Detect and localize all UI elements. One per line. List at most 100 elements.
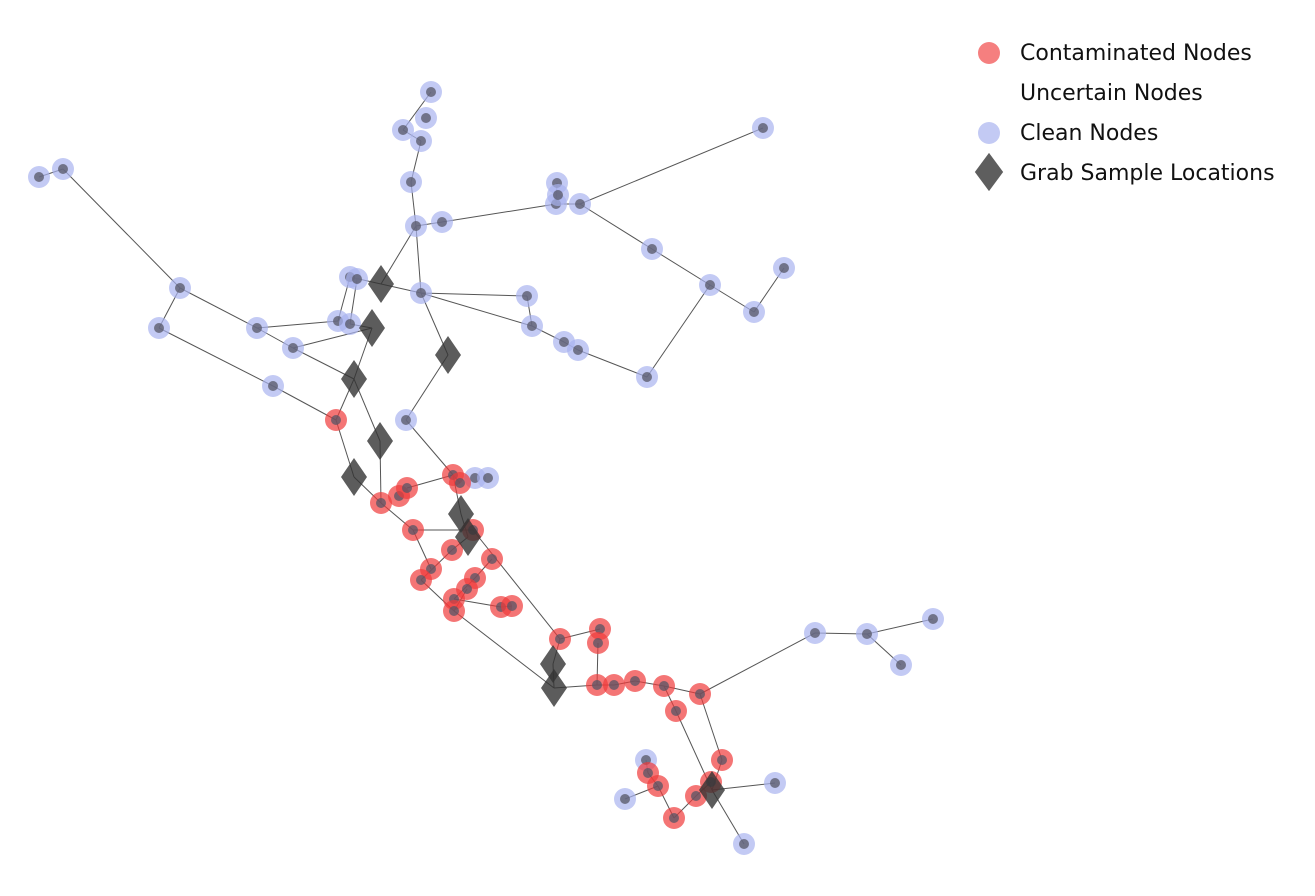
pipe-edge	[646, 284, 711, 378]
clean-node	[282, 337, 304, 359]
legend-item-clean: Clean Nodes	[972, 113, 1275, 153]
clean-node	[922, 608, 944, 630]
legend-label-contaminated: Contaminated Nodes	[1020, 40, 1252, 66]
contaminated-node	[481, 548, 503, 570]
pipe-edge	[441, 203, 557, 223]
pipe-edge	[256, 320, 339, 329]
grab-sample-diamond	[359, 309, 385, 347]
grab-sample-diamond	[541, 669, 567, 707]
contaminated-node	[370, 492, 392, 514]
contaminated-node	[603, 674, 625, 696]
clean-node	[395, 409, 417, 431]
contaminated-node	[586, 674, 608, 696]
clean-node	[641, 238, 663, 260]
diamond-marker-icon	[974, 152, 1004, 192]
contaminated-node	[689, 683, 711, 705]
pipe-edge	[272, 385, 337, 421]
contaminated-node	[443, 600, 465, 622]
clean-node	[52, 158, 74, 180]
pipe-edge	[866, 618, 934, 635]
grab-sample-diamond	[341, 360, 367, 398]
clean-marker-icon	[978, 122, 1000, 144]
contaminated-node	[624, 670, 646, 692]
clean-node	[28, 166, 50, 188]
pipe-edge	[472, 529, 561, 640]
pipe-edge	[577, 349, 648, 378]
clean-node	[246, 317, 268, 339]
legend-label-uncertain: Uncertain Nodes	[1020, 80, 1203, 106]
clean-node	[477, 467, 499, 489]
pipe-edge	[699, 632, 816, 695]
grab-sample-diamond	[435, 336, 461, 374]
pipe-edge	[179, 287, 258, 329]
pipe-edge	[292, 327, 373, 349]
pipe-edge	[415, 225, 422, 294]
clean-node	[415, 107, 437, 129]
contaminated-node	[549, 628, 571, 650]
contaminated-node	[449, 472, 471, 494]
grab-samples	[341, 265, 725, 809]
clean-node	[431, 211, 453, 233]
legend-label-clean: Clean Nodes	[1020, 120, 1159, 146]
clean-node	[804, 622, 826, 644]
clean-node	[148, 317, 170, 339]
pipe-edge	[579, 127, 764, 205]
clean-node	[856, 623, 878, 645]
contaminated-node	[402, 519, 424, 541]
clean-node	[743, 301, 765, 323]
clean-node	[262, 375, 284, 397]
pipe-edge	[420, 292, 528, 297]
legend: Contaminated Nodes Uncertain Nodes Clean…	[972, 33, 1275, 193]
contaminated-node	[396, 477, 418, 499]
clean-node	[547, 184, 569, 206]
clean-node	[773, 257, 795, 279]
contaminated-node	[325, 409, 347, 431]
grab-sample-diamond	[367, 422, 393, 460]
clean-node	[733, 833, 755, 855]
contaminated-node	[441, 539, 463, 561]
clean-node	[400, 171, 422, 193]
clean-node	[516, 285, 538, 307]
contaminated-node	[501, 595, 523, 617]
pipe-edge	[158, 327, 274, 387]
contaminated-node	[410, 569, 432, 591]
grab-sample-diamond	[540, 645, 566, 683]
pipe-edge	[699, 693, 723, 761]
clean-node	[764, 772, 786, 794]
clean-node	[410, 130, 432, 152]
legend-label-grab-sample: Grab Sample Locations	[1020, 160, 1275, 186]
clean-node	[392, 119, 414, 141]
clean-node	[890, 654, 912, 676]
clean-node	[521, 315, 543, 337]
clean-node	[169, 277, 191, 299]
contaminated-node	[653, 675, 675, 697]
contaminated-node	[663, 807, 685, 829]
pipe-edge	[579, 203, 653, 250]
clean-node	[405, 215, 427, 237]
clean-node	[420, 81, 442, 103]
grab-sample-diamond	[699, 771, 725, 809]
clean-node	[752, 117, 774, 139]
grab-sample-diamond	[455, 518, 481, 556]
pipe-edge	[62, 168, 181, 289]
clean-node	[410, 282, 432, 304]
clean-node	[614, 788, 636, 810]
contaminated-node	[456, 578, 478, 600]
legend-item-grab-sample: Grab Sample Locations	[972, 152, 1275, 193]
contaminated-node	[587, 632, 609, 654]
grab-sample-diamond	[341, 458, 367, 496]
contaminated-node	[647, 775, 669, 797]
contaminated-node	[711, 749, 733, 771]
pipe-edge	[420, 292, 533, 327]
clean-node	[346, 268, 368, 290]
clean-node	[339, 313, 361, 335]
pipe-edge	[651, 248, 711, 286]
pipe-edge	[405, 354, 449, 421]
clean-node	[636, 366, 658, 388]
clean-node	[567, 339, 589, 361]
legend-item-uncertain: Uncertain Nodes	[972, 73, 1275, 113]
legend-item-contaminated: Contaminated Nodes	[972, 33, 1275, 73]
network-nodes	[28, 81, 944, 855]
pipe-edge	[453, 610, 555, 689]
